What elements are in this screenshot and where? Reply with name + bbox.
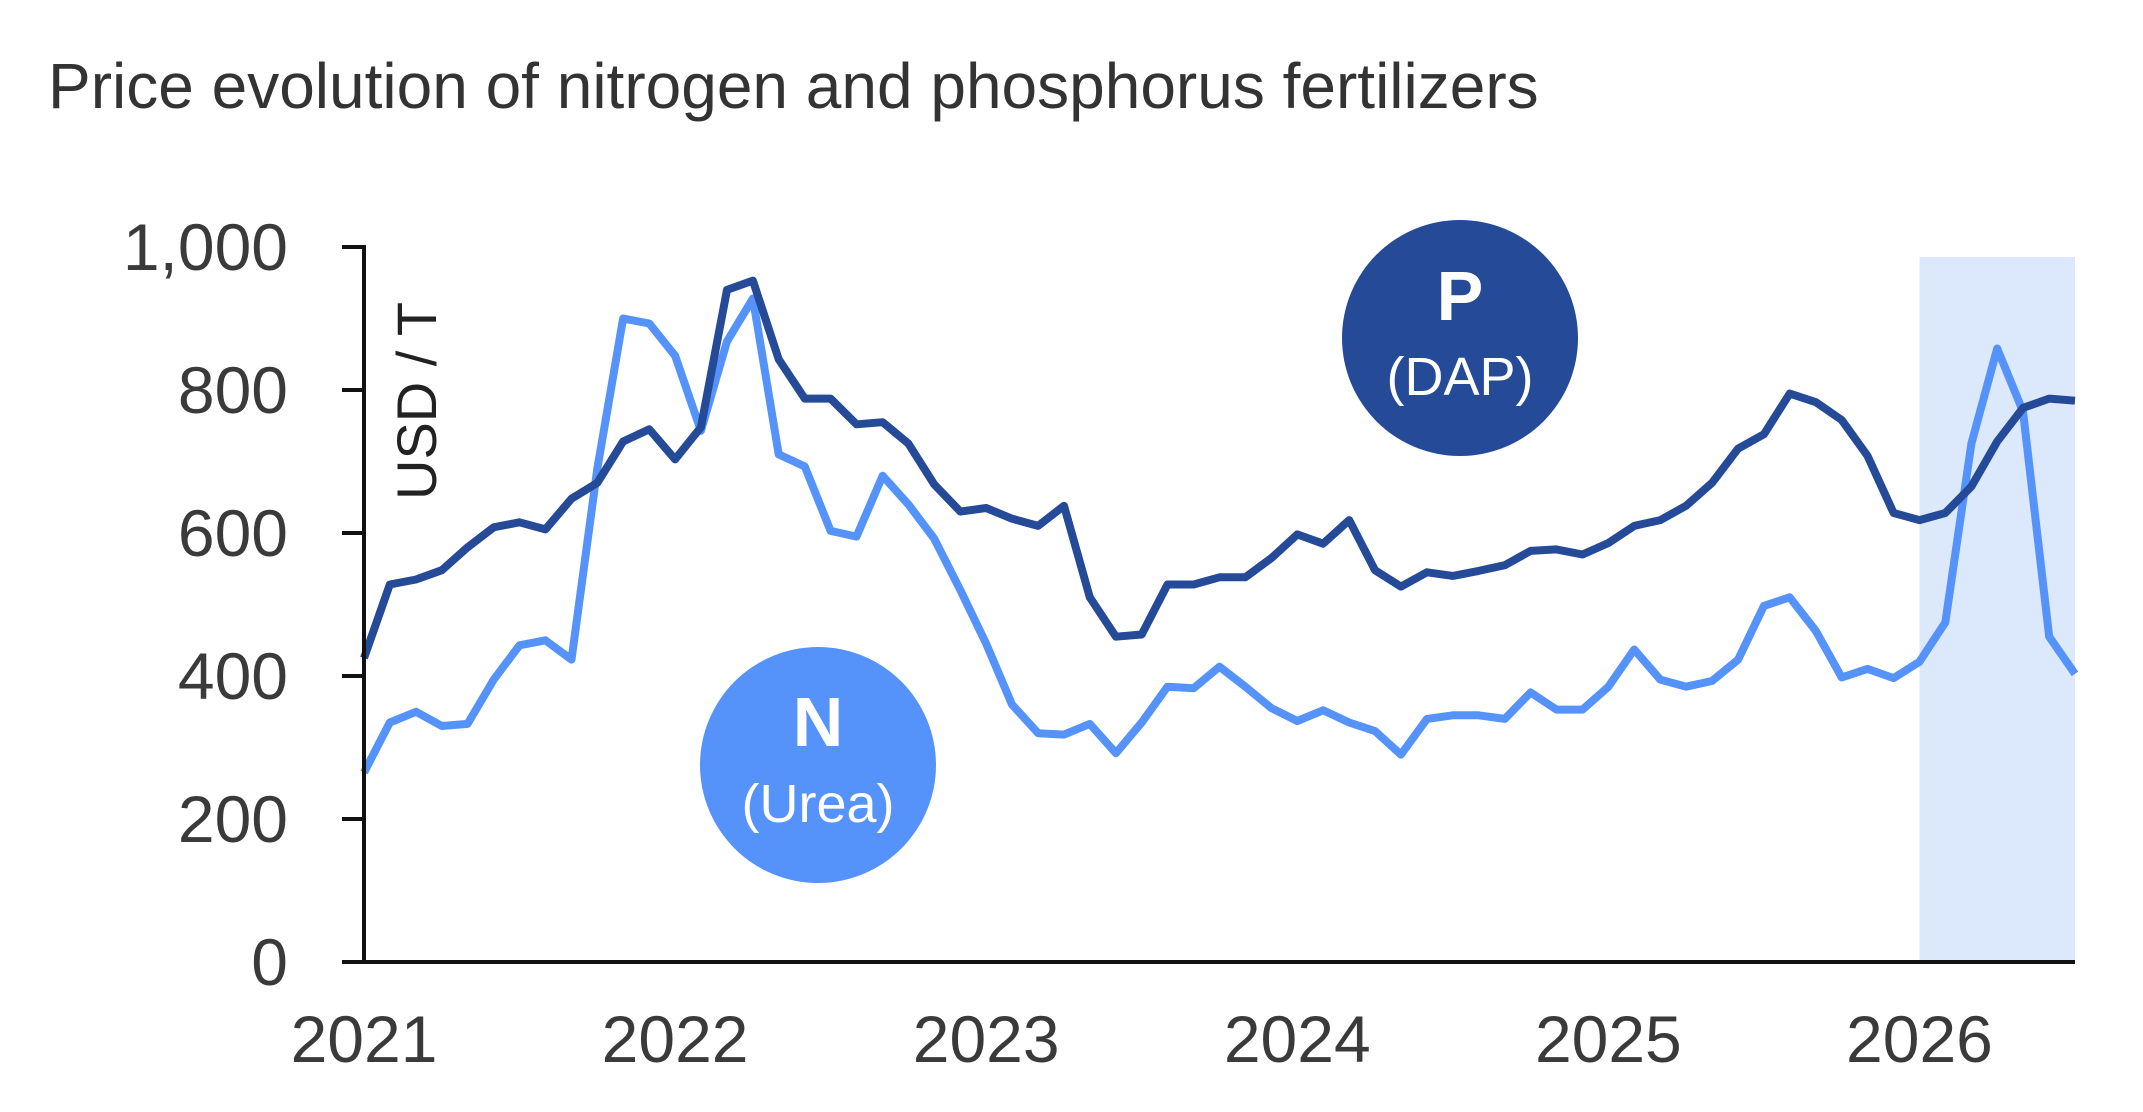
bubble-n-letter: N xyxy=(793,683,844,761)
bubble-n-circle xyxy=(700,647,936,883)
series-layer xyxy=(360,276,2079,775)
y-tick-label: 200 xyxy=(178,782,288,856)
y-tick-label: 600 xyxy=(178,496,288,570)
y-tick-label: 0 xyxy=(251,925,288,999)
x-tick-label: 2026 xyxy=(1846,1002,1993,1076)
x-tick-label: 2025 xyxy=(1535,1002,1682,1076)
x-tick-label: 2024 xyxy=(1224,1002,1371,1076)
series-line-p xyxy=(360,276,2076,660)
bubble-p-circle xyxy=(1342,220,1578,456)
series-line-n xyxy=(360,294,2079,775)
y-tick-label: 800 xyxy=(178,353,288,427)
x-tick-label: 2021 xyxy=(291,1002,438,1076)
x-tick-label: 2023 xyxy=(913,1002,1060,1076)
x-axis-ticks: 2021 2022 2023 2024 2025 2026 xyxy=(291,1002,1993,1076)
y-axis-ticks: 0 200 400 600 800 1,000 xyxy=(123,210,364,999)
label-bubble-n: N (Urea) xyxy=(700,647,936,883)
bubble-p-letter: P xyxy=(1437,257,1484,335)
y-tick-label: 1,000 xyxy=(123,210,288,284)
bubble-n-sub: (Urea) xyxy=(741,774,894,834)
x-tick-label: 2022 xyxy=(602,1002,749,1076)
y-tick-label: 400 xyxy=(178,639,288,713)
chart-title: Price evolution of nitrogen and phosphor… xyxy=(48,50,1539,122)
label-bubble-p: P (DAP) xyxy=(1342,220,1578,456)
bubble-p-sub: (DAP) xyxy=(1387,347,1534,407)
y-axis-label: USD / T xyxy=(385,302,448,500)
